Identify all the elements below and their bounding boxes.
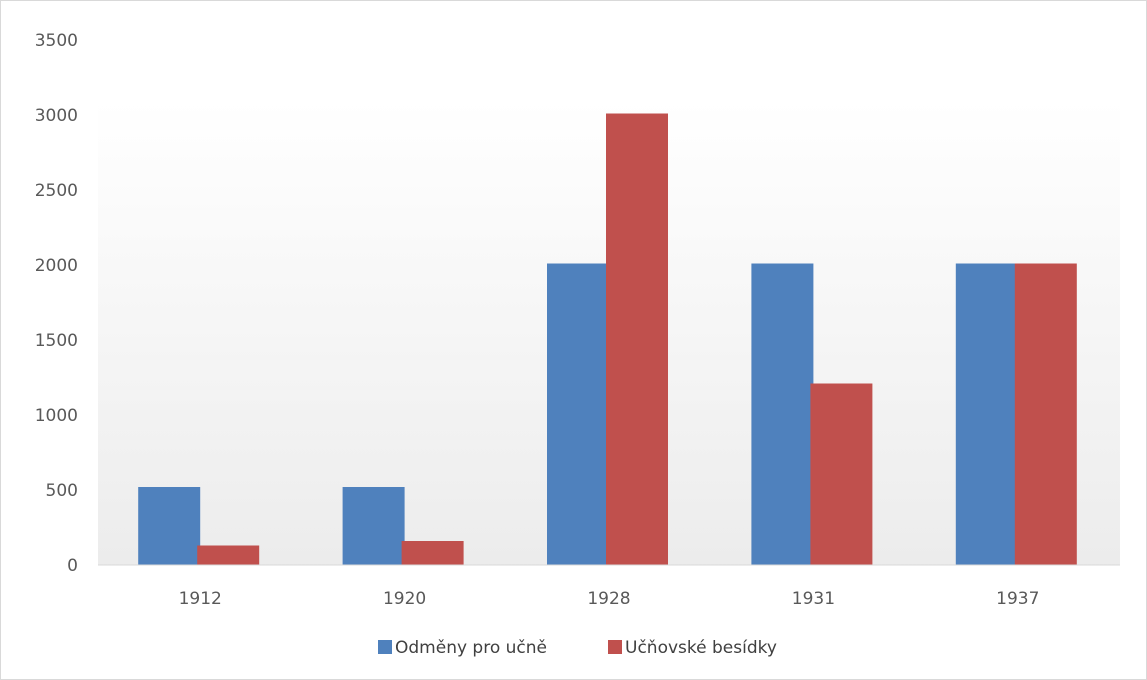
bar-odmeny-1931 <box>751 263 814 565</box>
bar-besidky-1912 <box>197 545 260 565</box>
legend-swatch <box>608 640 622 654</box>
x-tick-label: 1912 <box>179 589 222 609</box>
y-tick-label: 1000 <box>35 406 78 426</box>
bar-besidky-1937 <box>1014 263 1077 565</box>
legend-item: Učňovské besídky <box>608 638 777 658</box>
bar-besidky-1928 <box>606 113 668 565</box>
bar-odmeny-1912 <box>138 487 201 565</box>
x-tick-label: 1931 <box>792 589 835 609</box>
y-tick-label: 3000 <box>35 106 78 126</box>
x-tick-label: 1920 <box>383 589 426 609</box>
legend: Odměny pro učně Učňovské besídky <box>378 638 777 658</box>
y-axis: 0 500 1000 1500 2000 2500 3000 3500 <box>35 31 78 576</box>
y-tick-label: 500 <box>46 481 78 501</box>
bars-group <box>138 113 1077 565</box>
legend-item: Odměny pro učně <box>378 638 547 658</box>
y-tick-label: 0 <box>67 556 78 576</box>
legend-label: Učňovské besídky <box>625 638 777 658</box>
x-tick-label: 1928 <box>587 589 630 609</box>
y-tick-label: 2500 <box>35 181 78 201</box>
bar-odmeny-1937 <box>955 263 1018 565</box>
y-tick-label: 2000 <box>35 256 78 276</box>
y-tick-label: 1500 <box>35 331 78 351</box>
legend-label: Odměny pro učně <box>395 638 547 658</box>
x-tick-label: 1937 <box>996 589 1039 609</box>
bar-odmeny-1928 <box>547 263 609 565</box>
legend-swatch <box>378 640 392 654</box>
bar-besidky-1920 <box>401 541 464 565</box>
x-axis: 1912 1920 1928 1931 1937 <box>179 589 1040 609</box>
y-tick-label: 3500 <box>35 31 78 51</box>
bar-besidky-1931 <box>810 383 873 565</box>
bar-odmeny-1920 <box>342 487 405 565</box>
